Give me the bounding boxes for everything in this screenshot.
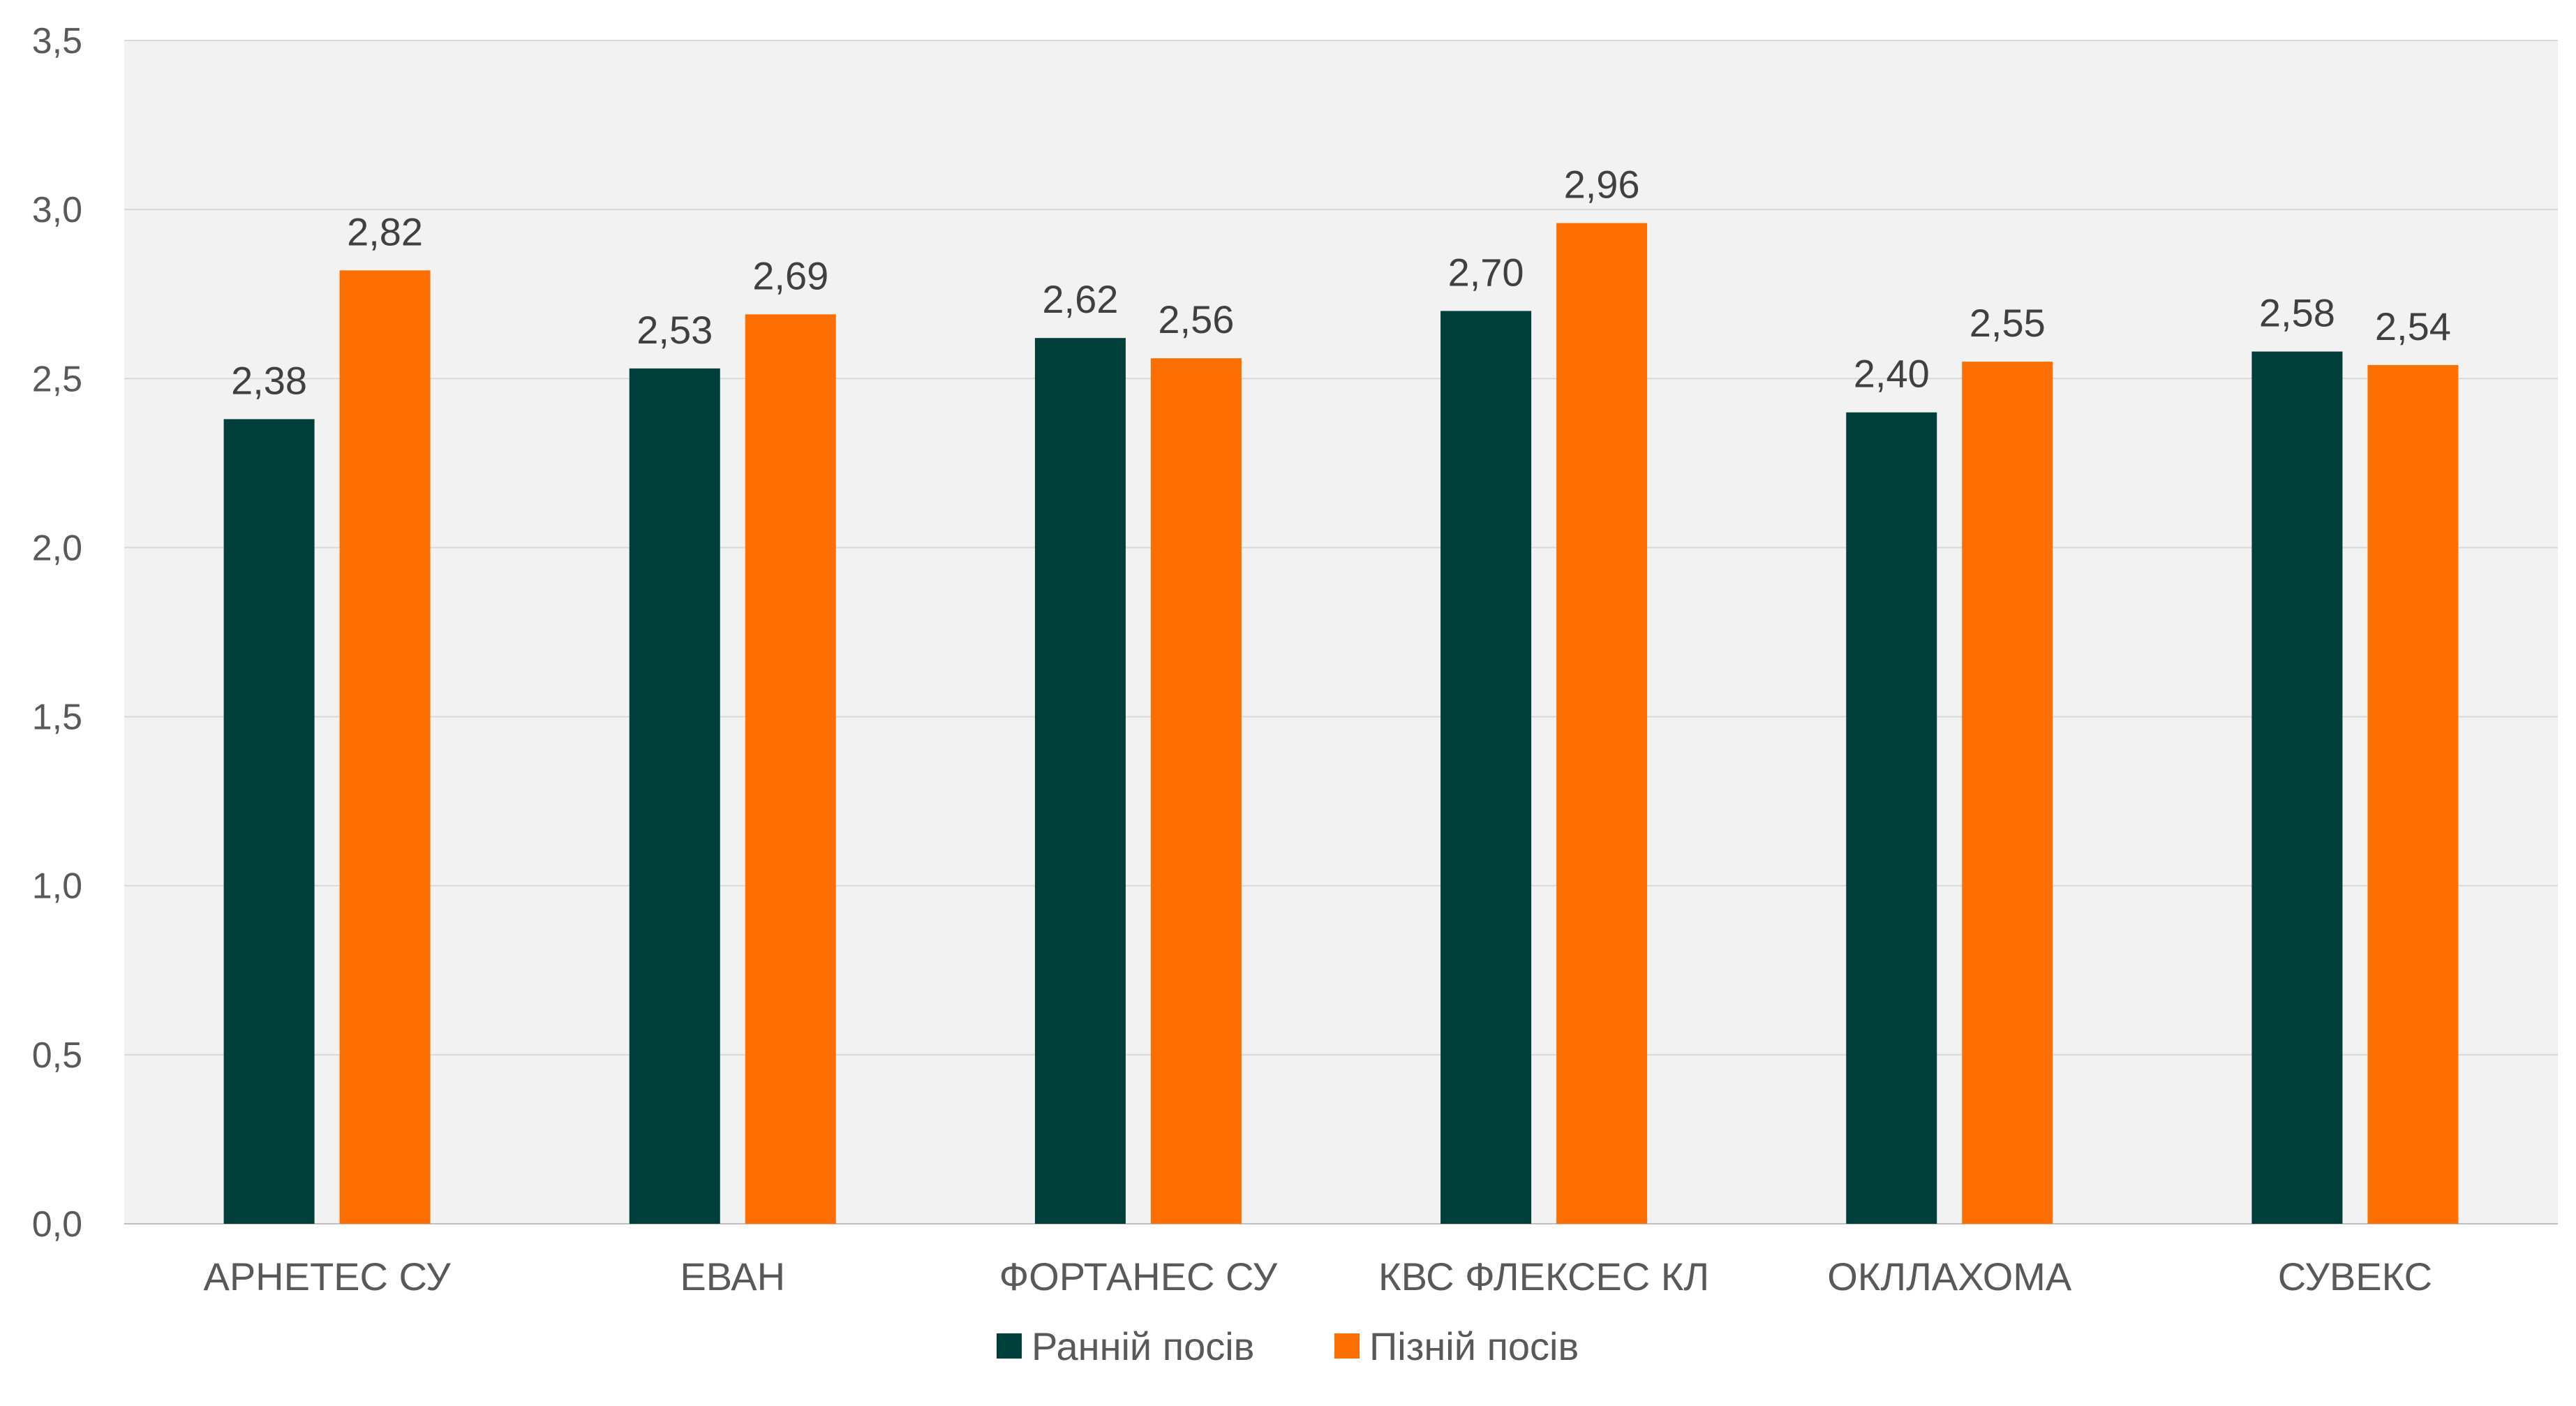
- legend: Ранній посів Пізній посів: [997, 1324, 1579, 1368]
- x-axis: АРНЕТЕС СУ ЕВАН ФОРТАНЕС СУ КВС ФЛЕКСЕС КЛ О…: [203, 1255, 2432, 1298]
- data-label: 2,53: [636, 308, 713, 352]
- bar-early-5: [2251, 351, 2343, 1224]
- bar-late-1: [745, 314, 836, 1224]
- legend-swatch: [1334, 1333, 1360, 1359]
- data-label: 2,82: [347, 209, 423, 253]
- data-label: 2,56: [1158, 297, 1234, 341]
- data-label: 2,55: [1970, 301, 2046, 345]
- data-label: 2,70: [1448, 250, 1524, 294]
- y-tick-label: 0,0: [32, 1204, 82, 1245]
- y-tick-label: 3,5: [32, 21, 82, 61]
- plot-area: [124, 40, 2558, 1224]
- data-labels: 2,38 2,82 2,53 2,69 2,62 2,56 2,70 2,96 2,40 2,55…: [231, 163, 2451, 403]
- bar-early-4: [1846, 412, 1937, 1224]
- bar-early-0: [223, 419, 315, 1224]
- data-label: 2,58: [2259, 291, 2335, 335]
- legend-label: Ранній посів: [1032, 1324, 1254, 1368]
- y-tick-label: 2,5: [32, 359, 82, 399]
- data-label: 2,69: [752, 253, 828, 297]
- legend-label: Пізній посів: [1369, 1324, 1579, 1368]
- y-tick-label: 3,0: [32, 190, 82, 230]
- bar-late-4: [1962, 362, 2053, 1224]
- bar-late-2: [1150, 358, 1242, 1224]
- x-tick-label: КВС ФЛЕКСЕС КЛ: [1378, 1255, 1709, 1298]
- bar-late-3: [1556, 223, 1648, 1224]
- bar-late-0: [339, 270, 431, 1224]
- gridlines: [124, 40, 2558, 1224]
- data-label: 2,40: [1854, 352, 1930, 396]
- data-label: 2,62: [1042, 277, 1118, 321]
- legend-swatch: [997, 1333, 1022, 1359]
- data-label: 2,38: [231, 358, 307, 402]
- y-tick-label: 1,0: [32, 866, 82, 907]
- x-tick-label: СУВЕКС: [2278, 1255, 2432, 1298]
- data-label: 2,96: [1564, 163, 1640, 207]
- bars: [223, 223, 2459, 1224]
- y-tick-label: 0,5: [32, 1035, 82, 1076]
- bar-early-2: [1034, 338, 1126, 1224]
- x-tick-label: АРНЕТЕС СУ: [203, 1255, 451, 1298]
- x-tick-label: ЕВАН: [680, 1255, 785, 1298]
- y-axis: 0,0 0,5 1,0 1,5 2,0 2,5 3,0 3,5: [32, 21, 82, 1245]
- x-tick-label: ОКЛЛАХОМА: [1827, 1255, 2072, 1298]
- bar-early-1: [629, 368, 720, 1224]
- bar-early-3: [1440, 311, 1532, 1224]
- data-label: 2,54: [2375, 304, 2451, 348]
- y-tick-label: 1,5: [32, 697, 82, 738]
- y-tick-label: 2,0: [32, 528, 82, 568]
- bar-late-5: [2367, 364, 2459, 1224]
- x-tick-label: ФОРТАНЕС СУ: [999, 1255, 1278, 1298]
